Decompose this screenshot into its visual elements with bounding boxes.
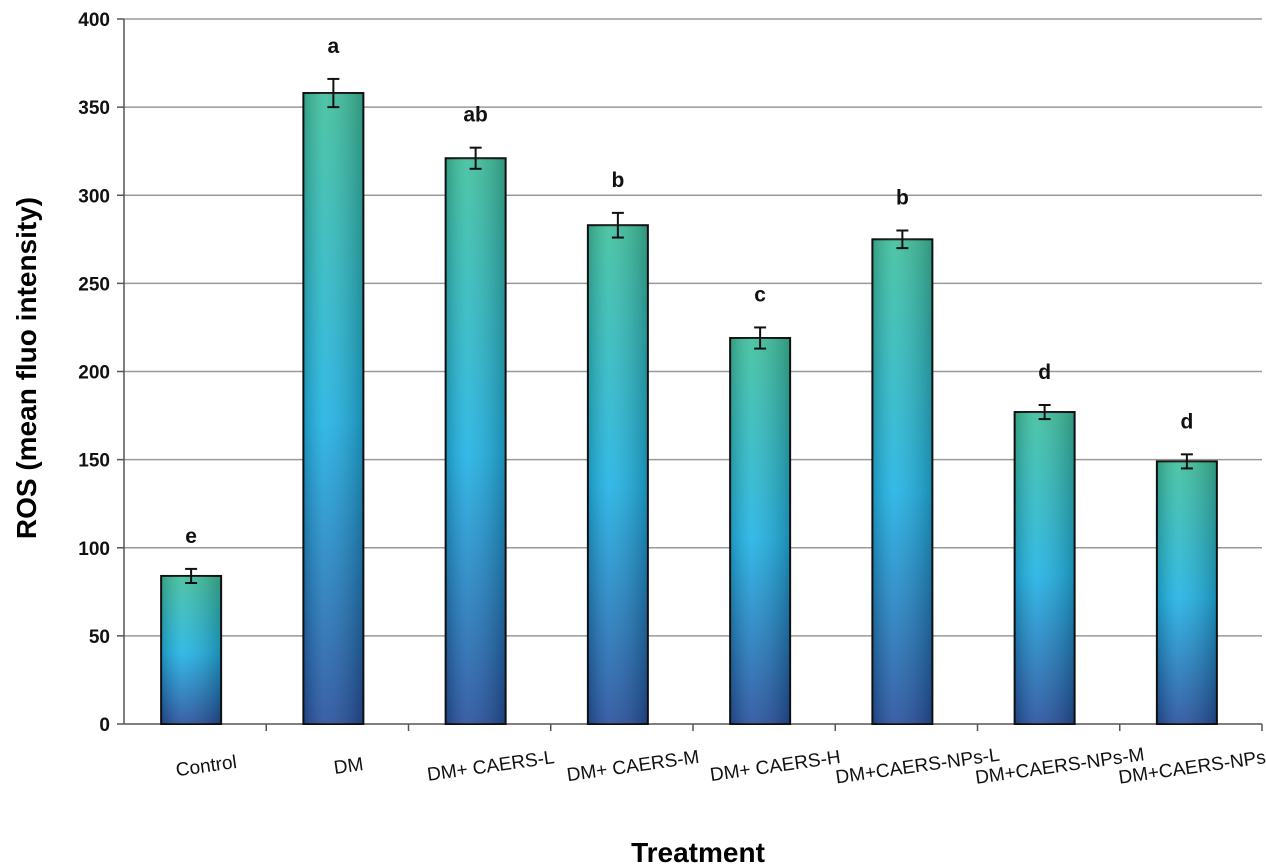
y-tick-label: 200 bbox=[78, 363, 110, 384]
significance-label: e bbox=[185, 525, 197, 548]
bar-shade bbox=[303, 93, 364, 724]
significance-label: b bbox=[611, 169, 624, 192]
labels: 0 50 100 150 200 250 300 350 400 e Control a DM ab DM+… bbox=[78, 10, 1266, 789]
axes bbox=[117, 18, 1263, 731]
category-label: DM+ CAERS-H bbox=[709, 747, 842, 786]
significance-label: a bbox=[328, 35, 340, 58]
y-tick-label: 0 bbox=[99, 715, 110, 736]
bar-shade bbox=[445, 158, 506, 725]
y-tick-label: 350 bbox=[78, 98, 110, 119]
bars bbox=[160, 77, 1218, 726]
y-tick-label: 150 bbox=[78, 451, 110, 472]
category-label: Control bbox=[175, 752, 239, 781]
category-label: DM+ CAERS-L bbox=[426, 747, 556, 786]
significance-label: ab bbox=[463, 104, 488, 127]
y-tick-label: 250 bbox=[78, 274, 110, 295]
significance-label: c bbox=[754, 283, 766, 306]
bar-shade bbox=[1014, 412, 1075, 724]
category-label: DM bbox=[333, 754, 365, 779]
y-tick-label: 50 bbox=[89, 627, 110, 648]
y-axis-title: ROS (mean fluo intensity) bbox=[11, 197, 42, 539]
bar-shade bbox=[587, 225, 648, 724]
y-tick-label: 100 bbox=[78, 539, 110, 560]
y-tick-label: 300 bbox=[78, 186, 110, 207]
x-axis-title: Treatment bbox=[631, 837, 765, 868]
significance-label: b bbox=[896, 187, 909, 210]
bar-shade bbox=[1156, 461, 1217, 724]
gridlines bbox=[124, 18, 1262, 637]
category-label: DM+ CAERS-M bbox=[566, 747, 701, 786]
bar-shade bbox=[730, 338, 791, 724]
bar-shade bbox=[161, 575, 222, 724]
significance-label: d bbox=[1180, 410, 1193, 433]
y-tick-label: 400 bbox=[78, 10, 110, 31]
significance-label: d bbox=[1038, 361, 1051, 384]
bar-shade bbox=[872, 239, 933, 724]
